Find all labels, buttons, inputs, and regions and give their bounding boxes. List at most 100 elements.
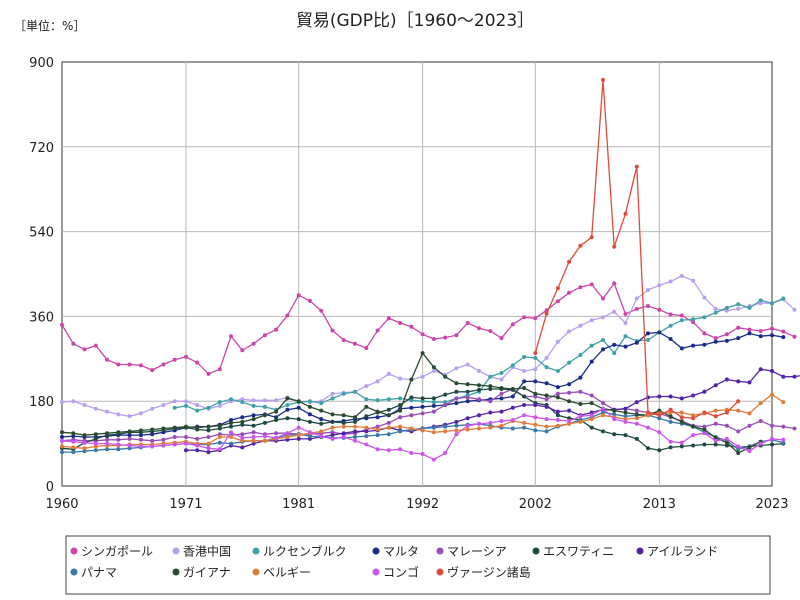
data-point <box>375 328 380 333</box>
data-point <box>589 393 594 398</box>
data-point <box>240 348 245 353</box>
data-point <box>127 433 132 438</box>
data-point <box>510 418 515 422</box>
data-point <box>285 313 290 318</box>
data-point <box>251 430 256 435</box>
data-point <box>229 418 233 422</box>
data-point <box>544 393 549 398</box>
data-point <box>657 416 662 421</box>
data-point <box>386 425 391 430</box>
data-point <box>217 400 222 405</box>
data-point <box>634 421 639 426</box>
data-point <box>544 404 549 409</box>
data-point <box>702 342 707 347</box>
legend-marker <box>436 568 444 576</box>
data-point <box>375 415 380 420</box>
data-point <box>510 387 515 391</box>
legend-marker <box>70 547 78 555</box>
data-point <box>533 391 538 396</box>
y-tick-label: 900 <box>29 56 54 71</box>
data-point <box>296 436 301 441</box>
data-point <box>420 374 425 379</box>
data-point <box>330 396 335 401</box>
data-point <box>544 355 549 360</box>
data-point <box>240 400 245 405</box>
data-point <box>702 315 707 320</box>
data-point <box>589 359 594 364</box>
data-point <box>477 413 481 418</box>
data-point <box>319 417 324 422</box>
data-point <box>702 424 707 429</box>
data-point <box>60 322 64 327</box>
data-point <box>634 400 639 405</box>
legend-label: マレーシア <box>447 545 507 559</box>
data-point <box>612 281 617 286</box>
data-point <box>330 328 335 333</box>
data-point <box>781 329 786 334</box>
data-point <box>364 404 369 409</box>
data-point <box>443 335 448 340</box>
data-point <box>499 409 504 414</box>
data-point <box>262 413 267 418</box>
data-point <box>555 409 560 414</box>
data-point <box>589 401 594 406</box>
data-point <box>172 425 177 430</box>
data-point <box>736 444 741 449</box>
data-point <box>319 408 324 413</box>
data-point <box>747 445 752 450</box>
data-point <box>443 400 448 405</box>
data-point <box>612 417 617 422</box>
data-point <box>240 445 245 450</box>
data-point <box>161 362 166 367</box>
data-point <box>601 347 605 352</box>
data-point <box>251 441 256 446</box>
data-point <box>184 424 188 429</box>
series-lines <box>60 77 800 462</box>
data-point <box>60 444 64 449</box>
data-point <box>679 410 684 415</box>
data-point <box>691 433 696 438</box>
data-point <box>691 320 696 325</box>
series-5 <box>60 387 786 453</box>
data-point <box>296 417 301 422</box>
data-point <box>758 329 763 333</box>
data-point <box>623 334 628 339</box>
legend-marker <box>532 547 540 555</box>
data-point <box>544 424 549 429</box>
data-point <box>307 412 312 417</box>
data-point <box>567 408 572 413</box>
legend-label: アイルランド <box>647 545 718 559</box>
data-point <box>285 435 290 439</box>
data-point <box>409 324 414 329</box>
data-point <box>770 392 774 397</box>
data-point <box>364 346 369 350</box>
data-point <box>691 413 696 418</box>
data-point <box>420 396 425 401</box>
data-point <box>409 413 414 418</box>
data-point <box>386 420 391 425</box>
x-tick-label: 2002 <box>519 497 552 512</box>
data-point <box>93 436 98 441</box>
data-point <box>679 318 684 323</box>
data-point <box>127 362 132 367</box>
data-point <box>657 330 662 335</box>
data-point <box>341 435 346 439</box>
data-point <box>533 379 538 384</box>
data-point <box>601 413 605 418</box>
data-point <box>522 425 527 430</box>
data-point <box>398 447 403 452</box>
data-point <box>398 415 403 420</box>
data-point <box>409 426 414 431</box>
legend-label: マルタ <box>383 545 419 559</box>
data-point <box>657 394 662 399</box>
data-point <box>747 411 752 416</box>
data-point <box>736 408 741 413</box>
data-point <box>454 419 459 424</box>
data-point <box>262 434 267 439</box>
data-point <box>634 412 639 417</box>
data-point <box>646 425 650 430</box>
data-point <box>713 421 718 426</box>
data-point <box>296 399 301 404</box>
data-point <box>443 429 448 434</box>
data-point <box>93 406 98 411</box>
